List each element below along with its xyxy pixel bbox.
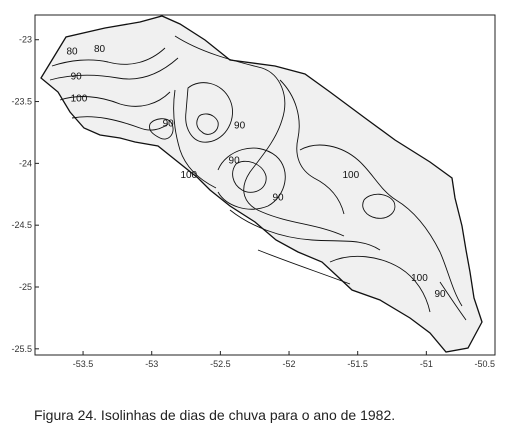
isoline xyxy=(299,144,463,307)
x-tick-label: -53 xyxy=(145,359,158,369)
isoline xyxy=(229,209,381,251)
isoline-value-label: 90 xyxy=(435,289,447,300)
x-tick-label: -52.5 xyxy=(210,359,231,369)
isoline xyxy=(329,255,431,313)
isoline-value-label: 90 xyxy=(163,118,175,129)
isoline-value-label: 100 xyxy=(411,273,428,284)
isoline-value-label: 100 xyxy=(71,94,88,105)
y-tick-label: -23 xyxy=(19,35,32,45)
isoline-labels: 80 80 90 100 90 90 90 100 90 100 100 90 xyxy=(67,44,447,300)
isoline xyxy=(439,281,467,321)
isoline-value-label: 80 xyxy=(67,47,79,58)
isoline xyxy=(196,113,219,135)
figure-caption: Figura 24. Isolinhas de dias de chuva pa… xyxy=(34,407,396,423)
plot-frame xyxy=(34,14,496,356)
x-tick-label: -53.5 xyxy=(73,359,94,369)
isoline xyxy=(362,193,396,219)
region-outline xyxy=(40,15,483,353)
axis-ticks: -53.5 -53 -52.5 -52 -51.5 -51 -50.5 -23 -23.5 -24… xyxy=(11,35,496,369)
isoline xyxy=(232,160,267,193)
isoline-value-label: 80 xyxy=(94,44,106,55)
isoline-value-label: 100 xyxy=(180,170,197,181)
isoline xyxy=(71,116,169,131)
isoline xyxy=(279,79,345,215)
y-tick-label: -24 xyxy=(19,158,32,168)
isoline xyxy=(149,118,174,140)
y-tick-label: -25.5 xyxy=(11,344,32,354)
isoline xyxy=(49,57,179,81)
isoline xyxy=(257,249,351,285)
isoline xyxy=(174,35,345,237)
isoline-value-label: 90 xyxy=(272,192,284,203)
isoline xyxy=(59,91,171,107)
isolines xyxy=(49,35,467,321)
y-tick-label: -23.5 xyxy=(11,97,32,107)
isoline-value-label: 90 xyxy=(229,155,241,166)
isoline xyxy=(185,82,233,143)
isoline xyxy=(173,89,217,189)
isoline-value-label: 90 xyxy=(234,121,246,132)
isoline xyxy=(217,147,286,210)
x-tick-label: -51.5 xyxy=(347,359,368,369)
isoline-value-label: 90 xyxy=(71,71,83,82)
x-tick-label: -50.5 xyxy=(474,359,495,369)
x-tick-label: -51 xyxy=(420,359,433,369)
y-tick-label: -24.5 xyxy=(11,220,32,230)
x-tick-label: -52 xyxy=(283,359,296,369)
isoline xyxy=(51,47,166,67)
y-tick-label: -25 xyxy=(19,282,32,292)
isoline-value-label: 100 xyxy=(342,170,359,181)
